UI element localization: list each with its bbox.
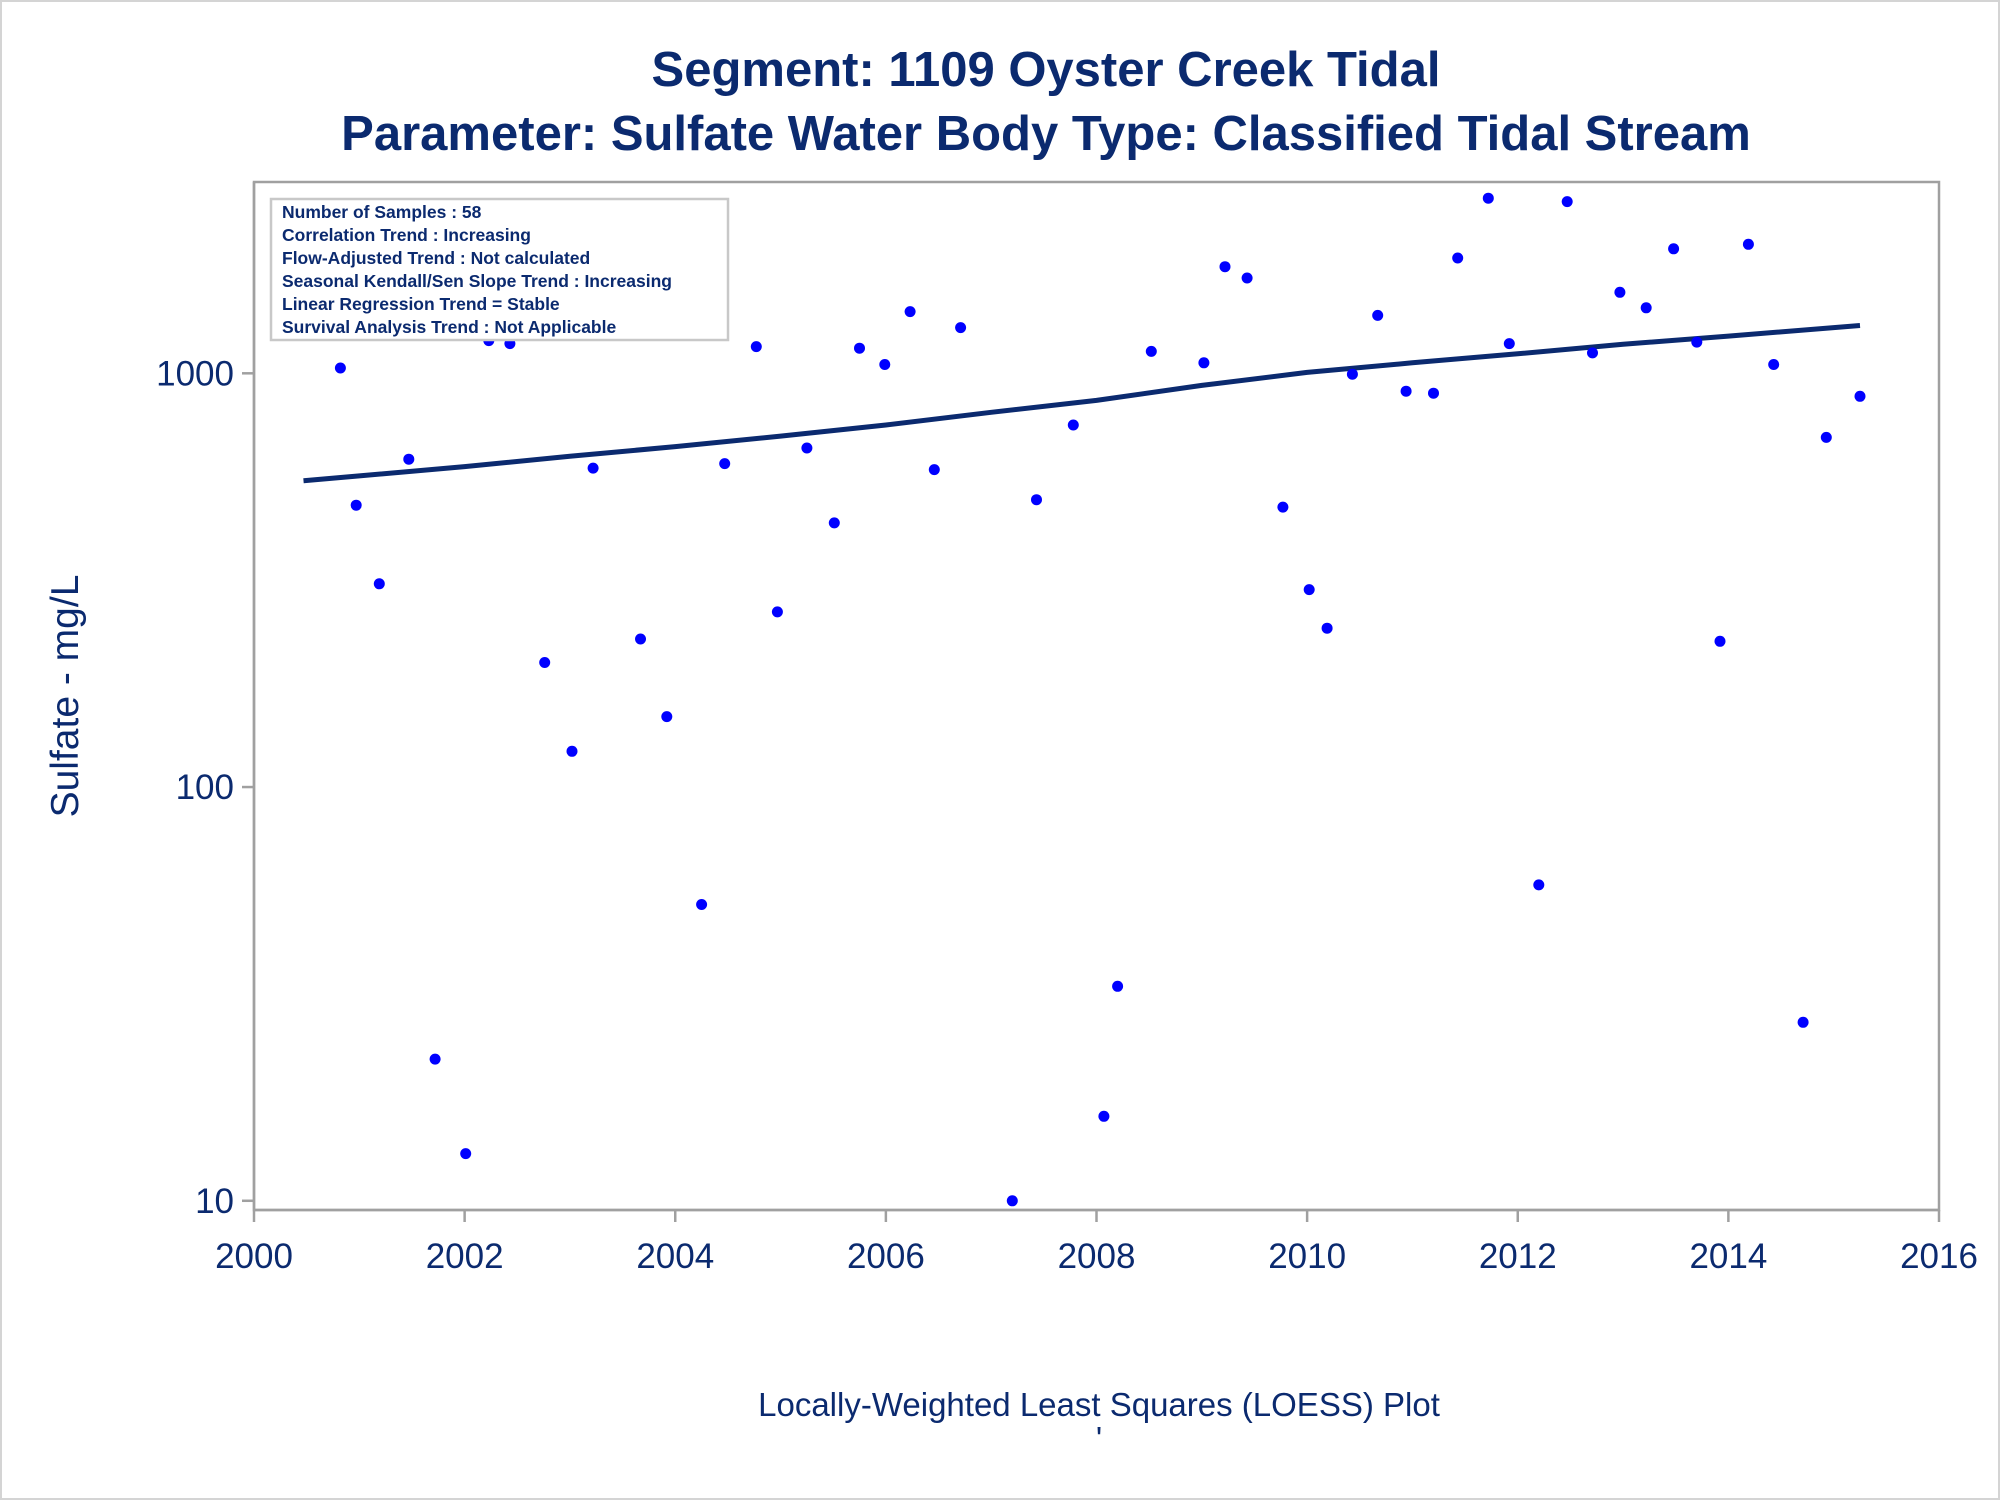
data-point (928, 464, 940, 476)
data-point (373, 578, 385, 590)
chart-title: Segment: 1109 Oyster Creek Tidal (652, 43, 1441, 97)
data-point (334, 362, 346, 374)
x-axis: 2000 2002 2004 2006 2008 2010 2012 2014 2016 (215, 1208, 1978, 1276)
data-point (1067, 419, 1079, 431)
info-correlation-trend: Correlation Trend : Increasing (282, 225, 531, 245)
info-survival-analysis-trend: Survival Analysis Trend : Not Applicable (282, 317, 616, 337)
data-point (696, 899, 708, 910)
data-point (828, 517, 840, 529)
x-tick-label: 2014 (1689, 1237, 1767, 1276)
info-linear-regression-trend: Linear Regression Trend = Stable (282, 294, 560, 314)
data-point (1098, 1110, 1110, 1122)
data-point (403, 453, 415, 465)
x-tick-label: 2008 (1058, 1237, 1136, 1276)
data-point (1428, 387, 1439, 399)
data-point (566, 745, 578, 757)
data-point (1112, 980, 1124, 992)
x-tick-label: 2012 (1479, 1237, 1557, 1276)
data-point (1303, 584, 1315, 596)
x-tick-label: 2002 (426, 1237, 504, 1276)
data-point (1561, 196, 1573, 208)
y-axis-label: Sulfate - mg/L (44, 575, 87, 818)
data-point (1533, 879, 1545, 891)
x-tick-label: 2016 (1900, 1237, 1978, 1276)
data-point (1031, 494, 1042, 506)
data-point (750, 341, 762, 353)
data-point (1219, 261, 1231, 273)
data-point (539, 657, 551, 668)
x-tick-label: 2006 (847, 1237, 925, 1276)
data-point (350, 499, 362, 511)
data-point (1503, 338, 1515, 350)
data-point (1145, 345, 1157, 357)
footnote: Locally-Weighted Least Squares (LOESS) P… (758, 1386, 1440, 1423)
footnote-mark: ' (1096, 1420, 1102, 1457)
info-box-border (269, 197, 730, 342)
x-tick-label: 2010 (1268, 1237, 1346, 1276)
y-tick-label: 1000 (156, 354, 234, 393)
data-point (1742, 238, 1754, 250)
data-point (801, 442, 813, 454)
data-point (771, 606, 783, 618)
data-point (1400, 385, 1412, 397)
y-tick-label: 100 (176, 768, 234, 807)
info-flow-adjusted-trend: Flow-Adjusted Trend : Not calculated (282, 248, 590, 268)
data-point (904, 306, 916, 318)
data-point (1006, 1195, 1018, 1207)
data-point (1346, 368, 1358, 380)
data-point (1668, 243, 1680, 255)
info-box: Number of Samples : 58 Correlation Trend… (269, 197, 730, 342)
data-point (1482, 192, 1494, 204)
chart-subtitle: Parameter: Sulfate Water Body Type: Clas… (341, 107, 1751, 161)
data-point (1372, 309, 1384, 321)
data-point (460, 1148, 472, 1160)
data-point (879, 359, 891, 370)
data-point (1587, 347, 1598, 359)
data-point (1321, 622, 1333, 634)
data-point (1820, 431, 1832, 443)
data-point (1854, 390, 1866, 402)
x-tick-label: 2004 (636, 1237, 714, 1276)
data-point (1241, 272, 1253, 284)
data-point (1768, 359, 1780, 370)
data-point (429, 1053, 441, 1065)
data-point (587, 462, 599, 474)
data-point (1198, 357, 1210, 369)
data-point (1691, 336, 1703, 348)
data-point (661, 711, 673, 723)
data-point (1452, 252, 1464, 264)
data-point (854, 342, 865, 354)
x-tick-label: 2000 (215, 1237, 293, 1276)
y-axis: 10 100 1000 (156, 182, 256, 1221)
y-tick-label: 10 (195, 1182, 234, 1221)
data-point (1640, 302, 1652, 314)
info-samples: Number of Samples : 58 (282, 202, 482, 222)
data-point (635, 633, 646, 645)
data-point (1277, 501, 1289, 513)
data-point (955, 322, 967, 334)
info-seasonal-kendall-trend: Seasonal Kendall/Sen Slope Trend : Incre… (282, 271, 672, 291)
data-point (1614, 286, 1626, 298)
loess-trend-line (303, 323, 1861, 484)
data-point (1714, 635, 1726, 647)
data-point (1797, 1016, 1809, 1028)
data-point (719, 458, 731, 470)
chart-marks (298, 192, 1866, 1207)
